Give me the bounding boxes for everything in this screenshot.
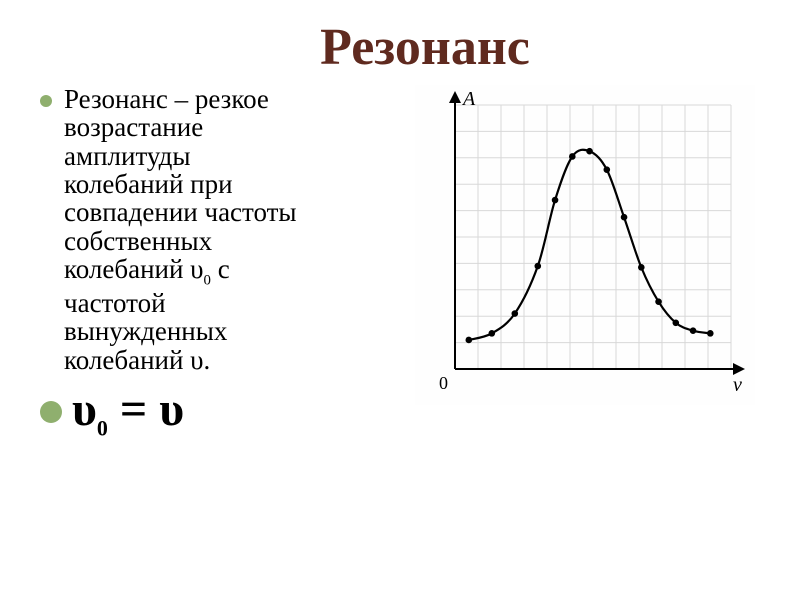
chart-column: Aν 0: [390, 85, 780, 405]
formula-lhs-var: υ: [72, 383, 97, 436]
def-line-7a: колебаний υ: [64, 254, 204, 284]
formula-eq: =: [108, 383, 159, 436]
formula-lhs-sub: 0: [97, 416, 108, 441]
def-line-3: амплитуды: [64, 141, 191, 171]
def-line-2: возрастание: [64, 112, 203, 142]
definition-text: Резонанс – резкое возрастание амплитуды …: [64, 85, 297, 374]
def-line-10: колебаний υ.: [64, 345, 210, 375]
svg-text:0: 0: [439, 373, 448, 393]
formula-text: υ0 = υ: [72, 382, 184, 442]
def-line-1: Резонанс – резкое: [64, 84, 269, 114]
slide-title: Резонанс: [50, 0, 800, 77]
def-line-7: колебаний υ0 с: [64, 254, 230, 284]
svg-text:A: A: [461, 88, 476, 110]
def-line-7b: с: [211, 254, 230, 284]
body-area: Резонанс – резкое возрастание амплитуды …: [0, 77, 800, 442]
def-line-7-sub: 0: [204, 272, 211, 288]
def-line-5: совпадении частоты: [64, 197, 297, 227]
def-line-8: частотой: [64, 288, 166, 318]
def-line-6: собственных: [64, 226, 212, 256]
formula-bullet-icon: [40, 401, 62, 423]
text-column: Резонанс – резкое возрастание амплитуды …: [40, 85, 390, 442]
svg-text:ν: ν: [733, 374, 742, 396]
formula-row: υ0 = υ: [40, 382, 380, 442]
formula-rhs: υ: [159, 383, 184, 436]
resonance-chart: Aν 0: [415, 85, 755, 405]
definition-bullet-row: Резонанс – резкое возрастание амплитуды …: [40, 85, 380, 374]
def-line-4: колебаний при: [64, 169, 233, 199]
def-line-9: вынужденных: [64, 316, 227, 346]
slide: Резонанс Резонанс – резкое возрастание а…: [0, 0, 800, 600]
bullet-icon: [40, 95, 52, 107]
definition-block: Резонанс – резкое возрастание амплитуды …: [40, 85, 380, 374]
